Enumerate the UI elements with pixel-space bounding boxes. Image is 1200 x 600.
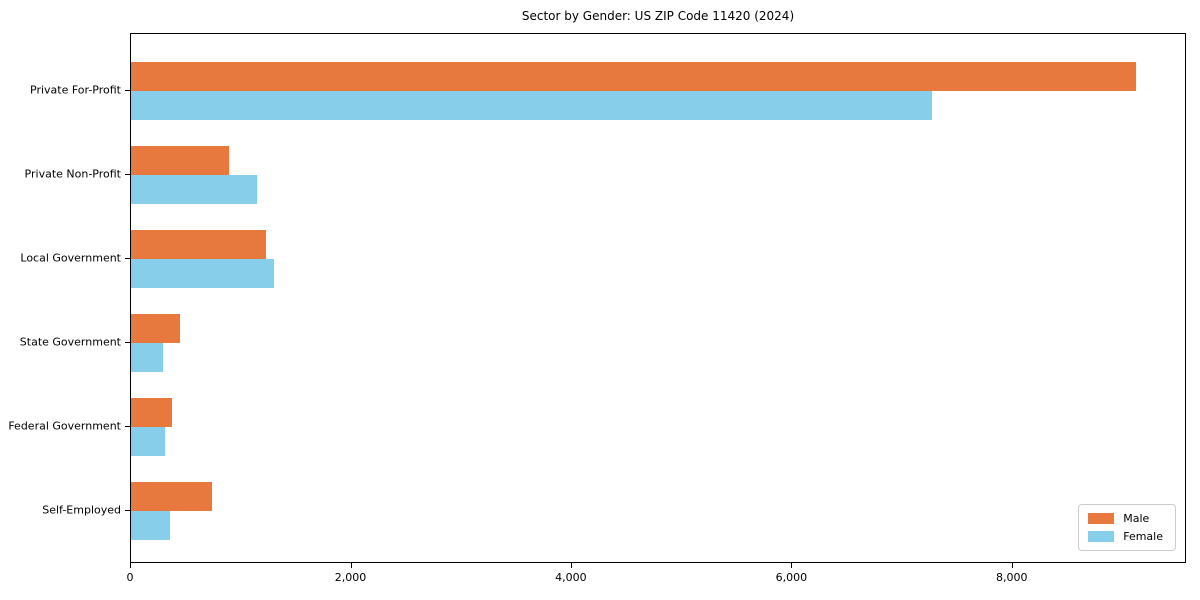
legend-entry-female: Female [1088, 530, 1163, 543]
legend-swatch-male [1088, 513, 1115, 524]
category-label: Private Non-Profit [24, 167, 121, 181]
legend-swatch-female [1088, 531, 1115, 542]
bar-male-0 [131, 62, 1137, 91]
x-tick-mark [570, 563, 572, 568]
bar-male-2 [131, 230, 266, 259]
x-tick-mark [130, 563, 131, 568]
y-tick-mark [125, 342, 130, 343]
bar-female-5 [131, 511, 170, 540]
chart-title: Sector by Gender: US ZIP Code 11420 (202… [521, 9, 795, 23]
x-tick-label: 8,000 [996, 571, 1028, 584]
x-tick-mark [791, 563, 793, 568]
category-label: Self-Employed [42, 503, 121, 517]
bar-female-2 [131, 259, 275, 288]
bar-female-4 [131, 427, 166, 456]
bar-female-1 [131, 175, 257, 204]
y-tick-mark [125, 258, 130, 259]
x-tick-label: 0 [126, 571, 134, 584]
y-tick-mark [125, 426, 130, 427]
bar-male-5 [131, 482, 212, 511]
bar-male-4 [131, 398, 172, 427]
bar-male-1 [131, 146, 230, 175]
x-tick-label: 2,000 [334, 571, 367, 584]
category-label: Private For-Profit [30, 83, 121, 97]
category-label: Local Government [20, 251, 121, 265]
category-label: Federal Government [8, 419, 121, 433]
legend-entry-male: Male [1088, 512, 1163, 525]
x-tick-label: 6,000 [775, 571, 808, 584]
x-tick-mark [1011, 563, 1013, 568]
legend-label-male: Male [1123, 512, 1150, 525]
y-tick-mark [125, 90, 130, 91]
legend-label-female: Female [1123, 530, 1163, 543]
bar-male-3 [131, 314, 180, 343]
y-tick-mark [125, 510, 130, 511]
category-label: State Government [19, 335, 121, 349]
legend: Male Female [1078, 504, 1176, 551]
x-tick-mark [350, 563, 352, 568]
y-tick-mark [125, 174, 130, 175]
plot-area: Male Female [130, 33, 1186, 563]
x-tick-label: 4,000 [555, 571, 587, 584]
bar-female-3 [131, 343, 163, 372]
bar-female-0 [131, 91, 933, 120]
